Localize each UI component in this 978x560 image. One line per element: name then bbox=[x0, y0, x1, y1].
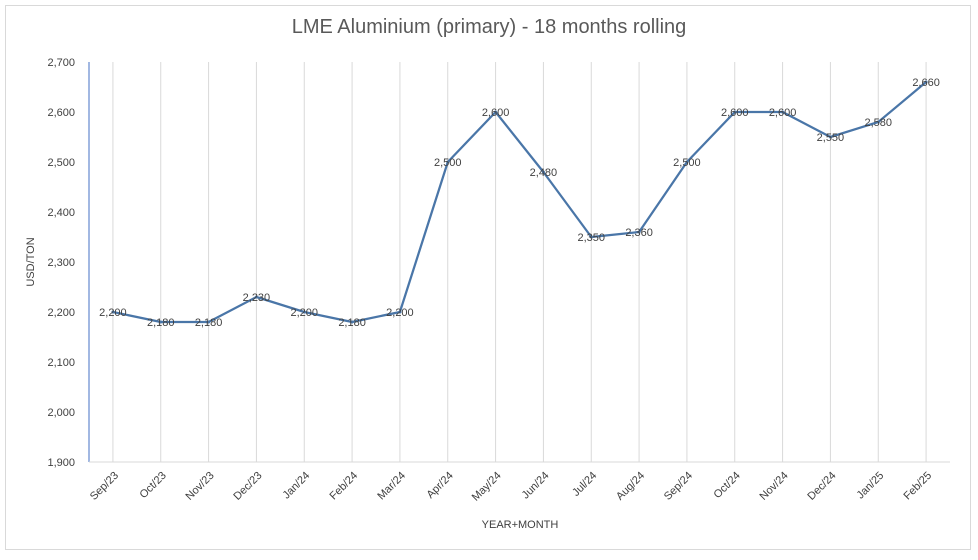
x-tick-label: Oct/24 bbox=[711, 470, 742, 501]
y-tick-label: 2,700 bbox=[47, 57, 75, 69]
data-point bbox=[207, 320, 211, 324]
data-point bbox=[159, 320, 163, 324]
data-label: 2,200 bbox=[99, 307, 127, 319]
x-tick-label: Sep/23 bbox=[88, 470, 121, 503]
data-label: 2,200 bbox=[386, 307, 414, 319]
y-axis-title: USD/TON bbox=[25, 237, 37, 286]
data-point bbox=[733, 110, 737, 114]
y-tick-label: 2,500 bbox=[47, 157, 75, 169]
x-tick-label: Dec/24 bbox=[805, 470, 838, 503]
x-axis-title: YEAR+MONTH bbox=[482, 519, 559, 531]
data-label: 2,500 bbox=[434, 157, 462, 169]
data-point bbox=[876, 120, 880, 124]
data-label: 2,600 bbox=[721, 107, 749, 119]
data-label: 2,480 bbox=[530, 167, 558, 179]
data-point bbox=[589, 235, 593, 239]
data-point bbox=[924, 80, 928, 84]
x-tick-label: Aug/24 bbox=[614, 470, 647, 503]
data-label: 2,550 bbox=[817, 132, 845, 144]
series-line bbox=[112, 81, 927, 324]
chart-frame bbox=[5, 5, 971, 550]
series-layer bbox=[111, 80, 928, 324]
x-tick-label: Oct/23 bbox=[137, 470, 168, 501]
data-point bbox=[685, 160, 689, 164]
x-tick-label: Jan/25 bbox=[855, 470, 887, 502]
x-tick-label: Jun/24 bbox=[520, 470, 552, 502]
x-tick-label: Nov/24 bbox=[758, 470, 791, 503]
y-tick-label: 2,300 bbox=[47, 257, 75, 269]
x-tick-label: May/24 bbox=[470, 470, 504, 504]
data-point bbox=[398, 310, 402, 314]
gridlines bbox=[112, 62, 927, 462]
x-tick-label: Jan/24 bbox=[281, 470, 313, 502]
data-label: 2,600 bbox=[482, 107, 510, 119]
data-label: 2,660 bbox=[912, 77, 940, 89]
data-point bbox=[637, 230, 641, 234]
data-point bbox=[828, 135, 832, 139]
data-label: 2,350 bbox=[577, 232, 605, 244]
data-point bbox=[446, 160, 450, 164]
y-tick-label: 1,900 bbox=[47, 457, 75, 469]
data-label: 2,600 bbox=[769, 107, 797, 119]
x-tick-label: Feb/25 bbox=[902, 470, 935, 503]
data-label: 2,580 bbox=[864, 117, 892, 129]
data-point bbox=[350, 320, 354, 324]
data-label: 2,360 bbox=[625, 227, 653, 239]
data-point bbox=[302, 310, 306, 314]
y-tick-label: 2,200 bbox=[47, 307, 75, 319]
x-tick-label: Feb/24 bbox=[328, 470, 361, 503]
data-point bbox=[494, 110, 498, 114]
y-tick-label: 2,600 bbox=[47, 107, 75, 119]
data-point bbox=[541, 170, 545, 174]
data-label: 2,180 bbox=[147, 317, 175, 329]
data-label: 2,200 bbox=[290, 307, 318, 319]
data-point bbox=[111, 310, 115, 314]
y-tick-label: 2,000 bbox=[47, 407, 75, 419]
y-tick-label: 2,400 bbox=[47, 207, 75, 219]
chart-title: LME Aluminium (primary) - 18 months roll… bbox=[291, 16, 687, 38]
data-label: 2,180 bbox=[195, 317, 223, 329]
x-tick-label: Nov/23 bbox=[184, 470, 217, 503]
data-label: 2,180 bbox=[338, 317, 366, 329]
axes: 1,900 2,000 2,100 2,200 2,300 2,400 2,500 2,600… bbox=[47, 57, 950, 504]
x-tick-label: Dec/23 bbox=[231, 470, 264, 503]
data-label: 2,500 bbox=[673, 157, 701, 169]
data-label: 2,230 bbox=[243, 292, 271, 304]
data-point bbox=[254, 295, 258, 299]
data-point bbox=[781, 110, 785, 114]
x-tick-label: Apr/24 bbox=[424, 470, 455, 501]
x-tick-label: Mar/24 bbox=[375, 470, 408, 503]
x-tick-label: Jul/24 bbox=[570, 470, 599, 499]
x-tick-label: Sep/24 bbox=[662, 470, 695, 503]
data-labels: 2,200 2,180 2,180 2,230 2,200 2,180 2,200 2,500… bbox=[99, 77, 940, 329]
y-tick-label: 2,100 bbox=[47, 357, 75, 369]
